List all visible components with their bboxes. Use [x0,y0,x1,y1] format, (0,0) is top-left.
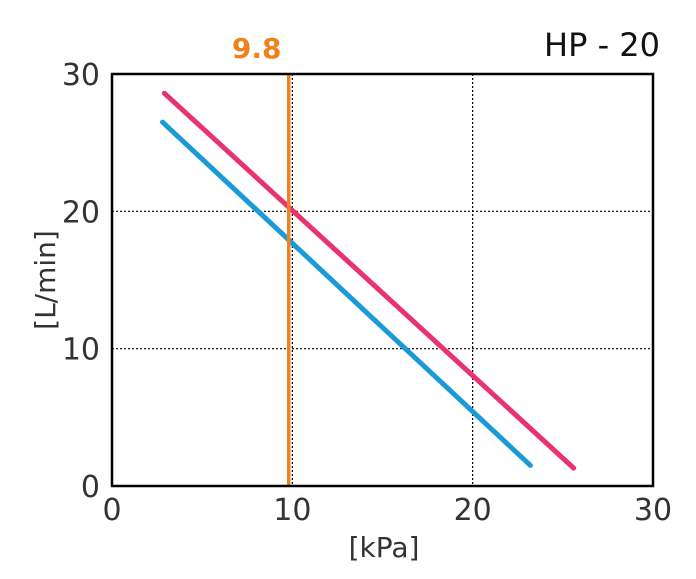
x-tick-label: 10 [273,493,311,528]
y-tick-label: 30 [62,58,100,93]
x-axis-label: [kPa] [349,531,420,564]
y-tick-label: 10 [62,333,100,368]
chart-title: HP - 20 [544,26,660,64]
y-tick-label: 20 [62,195,100,230]
grid-layer [112,74,653,486]
y-tick-label: 0 [81,470,100,505]
series-layer [160,90,577,471]
series-line-2 [160,119,533,468]
x-tick-label: 0 [102,493,121,528]
plot-frame [110,72,655,488]
x-tick-label: 20 [454,493,492,528]
x-tick-label: 30 [634,493,672,528]
y-axis-label: [L/min] [29,230,62,330]
marker-value-label: 9.8 [232,32,282,65]
tick-layer: 0 10 20 30 0 10 20 30 [62,58,672,528]
series-line-1 [161,90,577,471]
